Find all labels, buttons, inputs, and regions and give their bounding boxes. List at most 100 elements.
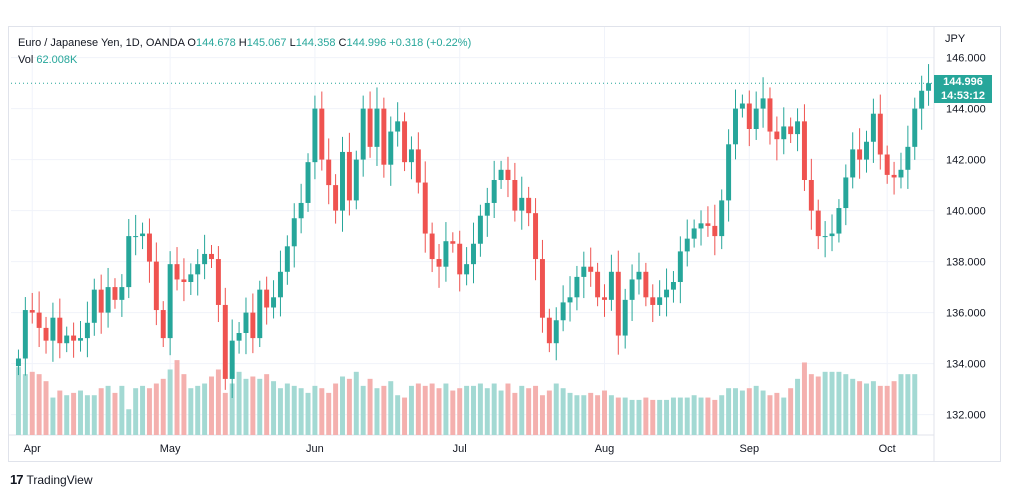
candle-body [891, 174, 897, 178]
volume-bar [608, 395, 614, 435]
candle-body [553, 320, 559, 344]
close-label: C [338, 37, 347, 49]
candle-body [560, 302, 566, 321]
candle-body [526, 197, 532, 214]
high-value: 145.067 [246, 37, 287, 49]
volume-bar [78, 390, 83, 435]
volume-bar [277, 388, 283, 435]
time-tick-label: Jun [306, 443, 324, 455]
candle-body [801, 121, 807, 180]
volume-bar [395, 395, 401, 435]
volume-bar [691, 395, 697, 435]
volume-bar [905, 374, 911, 435]
volume-bar [84, 395, 90, 435]
volume-bar [408, 385, 414, 435]
volume-bar [312, 385, 318, 435]
volume-bar [726, 388, 732, 435]
candle-body [298, 202, 304, 219]
volume-bar [119, 385, 125, 435]
candle-body [305, 162, 311, 203]
candle-body [222, 304, 228, 379]
low-label: L [289, 37, 296, 49]
candle-body [815, 210, 821, 237]
candle-body [388, 131, 394, 165]
candle-body [250, 312, 256, 339]
candle-body [215, 259, 221, 305]
time-tick-label: May [160, 443, 181, 455]
volume-bar [822, 371, 828, 435]
candle-body [340, 151, 345, 211]
volume-bar [381, 385, 387, 435]
volume-bar [650, 399, 656, 435]
candle-body [602, 297, 607, 300]
candle-body [705, 223, 711, 226]
candle-body [50, 317, 56, 341]
candle-body [471, 243, 476, 265]
candle-body [174, 264, 180, 280]
chart-canvas[interactable]: 132.000 134.000 136.000 138.000 140.000 142.0… [9, 27, 1000, 461]
volume-row: Vol 62.008K [18, 52, 471, 69]
open-label: O [187, 37, 196, 49]
candle-body [919, 90, 925, 109]
price-tick-label: 132.000 [946, 410, 986, 422]
candle-body [353, 159, 359, 201]
candle-body [436, 259, 442, 267]
volume-bar [188, 388, 194, 435]
candle-body [160, 310, 166, 339]
volume-bar [595, 395, 601, 435]
volume-bar [498, 390, 504, 435]
volume-bar [257, 378, 263, 435]
volume-bar [264, 374, 270, 435]
tradingview-brand[interactable]: 17 TradingView [10, 472, 93, 487]
candle-body [595, 271, 601, 298]
volume-bar [222, 392, 228, 435]
volume-bar [684, 397, 690, 435]
volume-bar [884, 385, 890, 435]
volume-bar [512, 392, 518, 435]
candle-body [574, 276, 580, 298]
candle-body [567, 297, 573, 303]
volume-bar [112, 392, 118, 435]
candle-body [491, 180, 497, 203]
candle-body [788, 126, 794, 135]
volume-bar [829, 371, 835, 435]
volume-bar [305, 392, 311, 435]
candle-body [581, 266, 587, 277]
candle-body [146, 233, 152, 262]
volume-bar [712, 399, 718, 435]
candle-body [140, 233, 146, 237]
volume-bar [767, 395, 773, 435]
candle-body [277, 271, 283, 298]
candle-body [450, 241, 456, 244]
volume-bar [774, 392, 780, 435]
volume-bar [622, 397, 628, 435]
candle-body [912, 108, 918, 147]
candle-body [650, 297, 656, 305]
candle-body [360, 108, 366, 160]
candle-body [905, 146, 911, 170]
volume-bar [374, 388, 380, 435]
candle-body [312, 108, 318, 163]
candle-body [243, 312, 249, 333]
volume-bar [443, 383, 449, 435]
candle-body [829, 233, 835, 237]
volume-bar [815, 376, 821, 435]
volume-bar [229, 383, 235, 435]
volume-bar [250, 376, 256, 435]
candle-body [22, 310, 28, 359]
volume-bar [22, 374, 28, 435]
candle-body [546, 317, 552, 344]
volume-bar [843, 374, 849, 435]
volume-bar [126, 409, 132, 435]
candle-body [664, 289, 670, 298]
candle-body [684, 238, 690, 252]
candle-body [857, 149, 863, 160]
volume-bar [657, 399, 663, 435]
volume-bar [215, 369, 221, 435]
volume-bar [912, 374, 918, 435]
candle-body [408, 149, 414, 163]
candle-body [112, 287, 118, 300]
chart-frame[interactable]: 132.000 134.000 136.000 138.000 140.000 142.0… [8, 26, 1001, 462]
candle-body [505, 169, 511, 180]
volume-bar [457, 388, 463, 435]
